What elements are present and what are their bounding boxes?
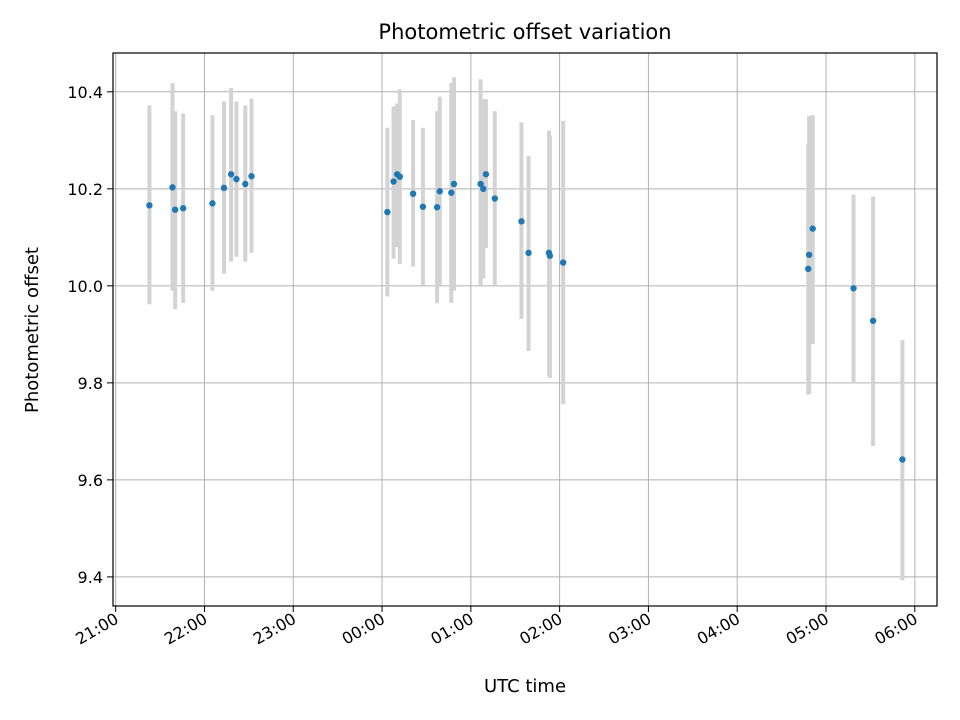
- data-point: [233, 175, 240, 183]
- x-tick-label: 21:00: [72, 609, 121, 649]
- data-point: [171, 206, 179, 213]
- data-point: [436, 188, 443, 195]
- data-point: [220, 184, 228, 192]
- x-tick-label: 00:00: [339, 609, 388, 649]
- data-point: [409, 190, 417, 197]
- data-point: [448, 189, 455, 196]
- data-point: [384, 208, 391, 216]
- data-point: [242, 180, 249, 188]
- data-point: [546, 252, 554, 259]
- error-bars: [147, 77, 905, 581]
- data-point: [525, 249, 532, 257]
- x-tick-label: 23:00: [250, 609, 299, 649]
- data-point: [390, 178, 397, 185]
- x-tick-label: 04:00: [694, 609, 743, 649]
- x-tick-label: 03:00: [605, 609, 654, 649]
- data-point: [396, 173, 404, 180]
- data-point: [518, 218, 525, 225]
- y-axis-label: Photometric offset: [22, 247, 43, 413]
- data-point: [805, 265, 812, 273]
- data-point: [433, 204, 441, 211]
- data-point: [419, 203, 427, 210]
- data-point: [146, 202, 153, 209]
- data-point: [209, 200, 216, 207]
- data-point: [482, 171, 490, 178]
- x-tick-label: 05:00: [783, 609, 832, 649]
- x-tick-label: 22:00: [161, 609, 210, 649]
- data-point: [491, 195, 499, 202]
- data-point: [899, 456, 906, 463]
- data-points: [146, 171, 906, 463]
- grid-lines: [113, 53, 937, 606]
- y-tick-label: 10.2: [67, 180, 103, 199]
- chart-title: Photometric offset variation: [378, 20, 671, 44]
- data-point: [179, 205, 187, 212]
- data-point: [805, 251, 813, 258]
- data-point: [869, 317, 877, 324]
- data-point: [477, 180, 484, 188]
- x-tick-label: 06:00: [871, 609, 920, 649]
- x-tick-label: 02:00: [516, 609, 565, 649]
- y-axis: 9.4 9.6 9.8 10.0 10.2 10.4: [67, 83, 113, 587]
- y-tick-label: 9.4: [78, 568, 103, 587]
- y-tick-label: 9.8: [78, 374, 103, 393]
- data-point: [850, 285, 857, 292]
- data-point: [809, 225, 816, 232]
- x-axis: 21:00 22:00 23:00 00:00 01:00 02:00 03:00 04:00…: [72, 606, 921, 649]
- data-point: [450, 180, 458, 188]
- data-point: [480, 185, 487, 193]
- y-tick-label: 10.4: [67, 83, 103, 102]
- x-tick-label: 01:00: [427, 609, 476, 649]
- y-tick-label: 9.6: [78, 471, 103, 490]
- data-point: [248, 173, 255, 180]
- x-axis-label: UTC time: [484, 676, 566, 697]
- data-point: [227, 171, 235, 178]
- data-point: [169, 184, 176, 191]
- plot-frame: [112, 52, 938, 607]
- y-tick-label: 10.0: [67, 277, 103, 296]
- data-point: [559, 259, 567, 266]
